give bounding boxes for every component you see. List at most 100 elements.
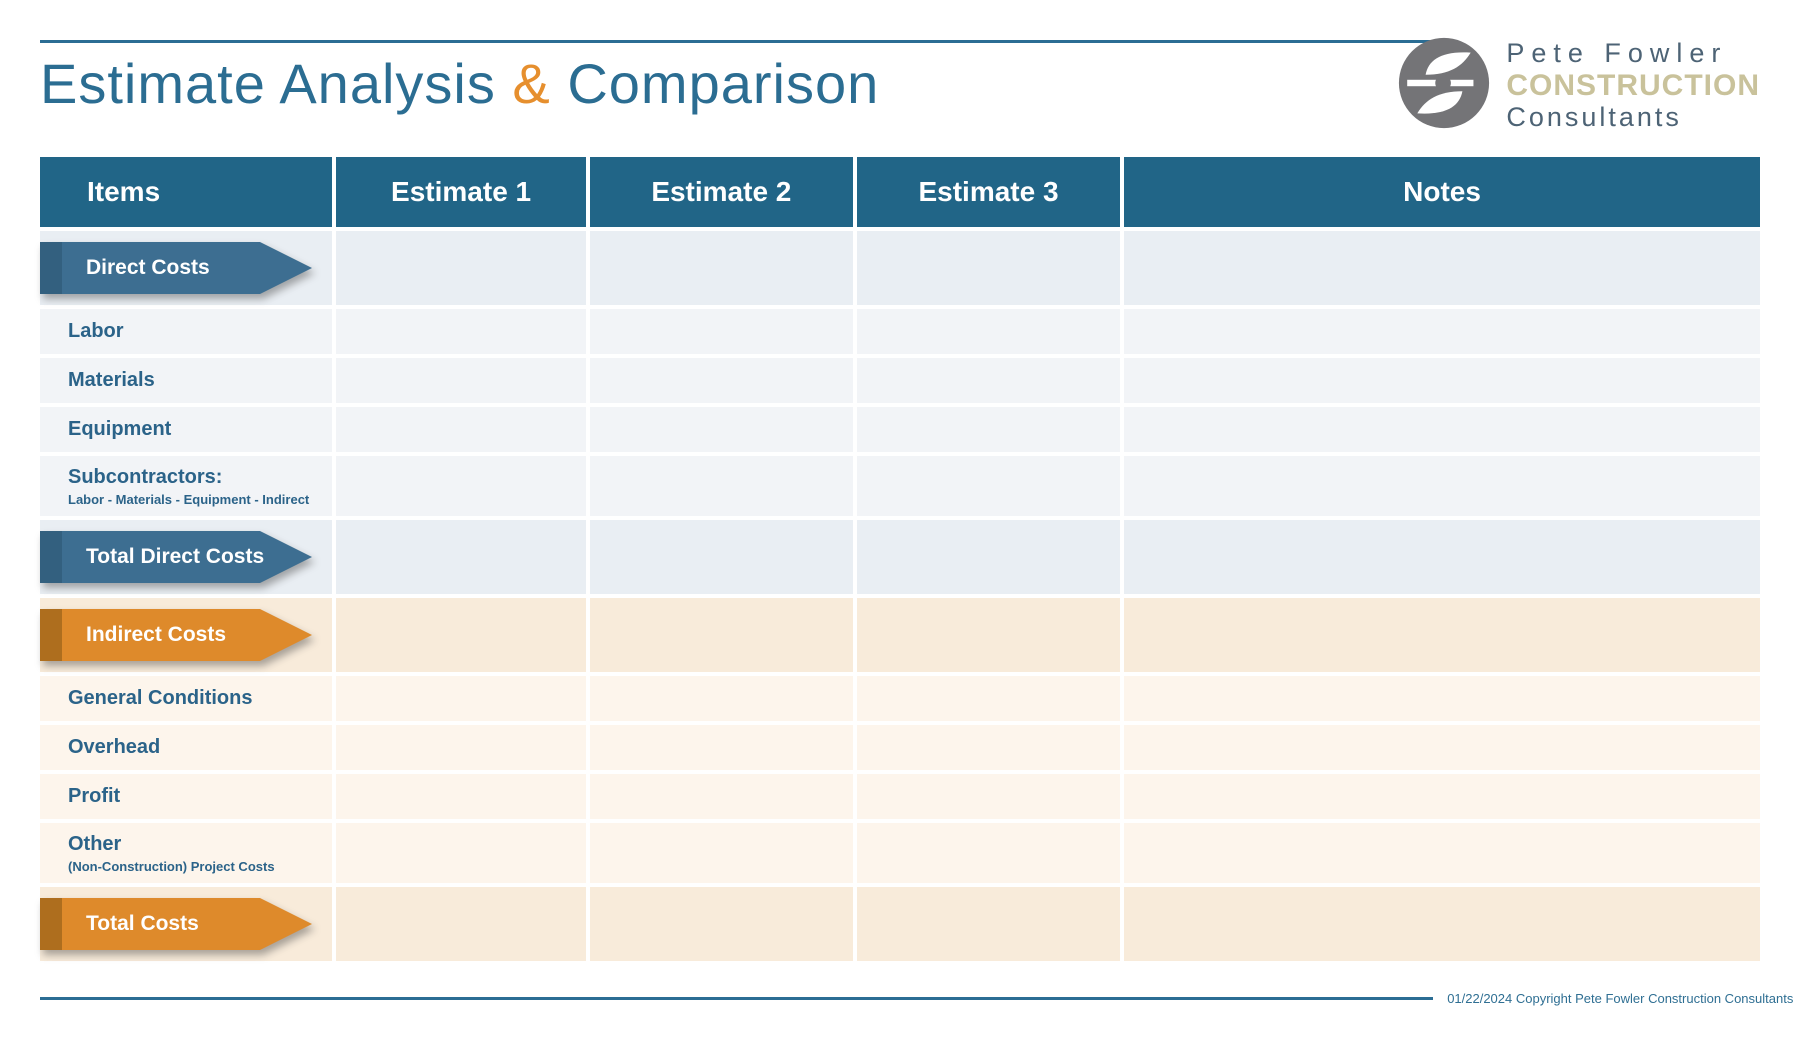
value-cell	[336, 309, 586, 354]
section-arrow-indirect-costs: Indirect Costs	[40, 609, 312, 661]
item-label-cell: Profit	[40, 774, 333, 819]
company-name-line3: Consultants	[1506, 102, 1682, 132]
item-label-cell: Subcontractors: Labor - Materials - Equip…	[40, 456, 333, 516]
row-indirect-costs: Indirect Costs	[40, 598, 1760, 672]
bottom-divider	[40, 997, 1434, 1000]
value-cell	[336, 823, 586, 883]
value-cell	[856, 358, 1121, 403]
value-cell	[1124, 358, 1760, 403]
section-label: Direct Costs	[86, 256, 210, 279]
value-cell	[336, 887, 586, 961]
row-total-direct-costs: Total Direct Costs	[40, 520, 1760, 594]
value-cell	[1124, 456, 1760, 516]
row-materials: Materials	[40, 358, 1760, 403]
value-cell	[589, 823, 853, 883]
value-cell	[589, 887, 853, 961]
item-label: Profit	[68, 785, 121, 807]
item-label-cell: General Conditions	[40, 676, 333, 721]
row-equipment: Equipment	[40, 407, 1760, 452]
arrow-shape: Indirect Costs	[40, 609, 312, 661]
item-label: General Conditions	[68, 687, 253, 709]
item-label: Equipment	[68, 418, 172, 440]
value-cell	[589, 407, 853, 452]
value-cell	[336, 456, 586, 516]
value-cell	[856, 676, 1121, 721]
row-subcontractors: Subcontractors: Labor - Materials - Equip…	[40, 456, 1760, 516]
section-cell: Total Costs	[40, 887, 333, 961]
value-cell	[336, 598, 586, 672]
row-other: Other (Non-Construction) Project Costs	[40, 823, 1760, 883]
item-label-cell: Overhead	[40, 725, 333, 770]
page-header: Estimate Analysis & Comparison Pete Fowl…	[40, 37, 1760, 143]
company-name: Pete Fowler CONSTRUCTION Consultants	[1506, 38, 1760, 133]
page-footer: 01/22/2024 Copyright Pete Fowler Constru…	[40, 991, 1793, 1006]
item-label-cell: Equipment	[40, 407, 333, 452]
company-name-line1: Pete Fowler	[1506, 37, 1728, 68]
value-cell	[856, 823, 1121, 883]
table-header-row: Items Estimate 1 Estimate 2 Estimate 3 Notes	[40, 157, 1760, 227]
value-cell	[1124, 309, 1760, 354]
value-cell	[1124, 520, 1760, 594]
value-cell	[589, 520, 853, 594]
page-title: Estimate Analysis & Comparison	[40, 53, 879, 115]
item-sublabel: (Non-Construction) Project Costs	[68, 858, 275, 874]
value-cell	[336, 407, 586, 452]
value-cell	[856, 520, 1121, 594]
table-body: Direct Costs Labor Materials Equipment Subco…	[40, 231, 1760, 961]
row-total-costs: Total Costs	[40, 887, 1760, 961]
item-label-cell: Other (Non-Construction) Project Costs	[40, 823, 333, 883]
value-cell	[1124, 407, 1760, 452]
value-cell	[589, 725, 853, 770]
value-cell	[1124, 725, 1760, 770]
value-cell	[589, 231, 853, 305]
value-cell	[856, 725, 1121, 770]
value-cell	[589, 358, 853, 403]
value-cell	[856, 407, 1121, 452]
copyright-text: 01/22/2024 Copyright Pete Fowler Constru…	[1447, 991, 1794, 1006]
column-header-estimate-3: Estimate 3	[856, 157, 1121, 227]
section-arrow-total-costs: Total Costs	[40, 898, 312, 950]
value-cell	[856, 598, 1121, 672]
item-label: Other	[68, 832, 122, 855]
section-cell: Indirect Costs	[40, 598, 333, 672]
arrow-shape: Total Direct Costs	[40, 531, 312, 583]
value-cell	[1124, 676, 1760, 721]
section-arrow-total-direct-costs: Total Direct Costs	[40, 531, 312, 583]
value-cell	[856, 231, 1121, 305]
title-part1: Estimate Analysis	[40, 52, 496, 115]
item-label: Subcontractors:	[68, 465, 223, 488]
arrow-shape: Direct Costs	[40, 242, 312, 294]
section-arrow-direct-costs: Direct Costs	[40, 242, 312, 294]
title-ampersand: &	[512, 52, 551, 115]
item-label: Labor	[68, 320, 124, 342]
value-cell	[856, 887, 1121, 961]
value-cell	[856, 309, 1121, 354]
value-cell	[1124, 598, 1760, 672]
value-cell	[336, 774, 586, 819]
item-sublabel: Labor - Materials - Equipment - Indirect	[68, 491, 310, 507]
section-cell: Direct Costs	[40, 231, 333, 305]
row-profit: Profit	[40, 774, 1760, 819]
column-header-notes: Notes	[1124, 157, 1760, 227]
company-name-line2: CONSTRUCTION	[1506, 69, 1760, 102]
section-label: Total Direct Costs	[86, 545, 265, 568]
column-header-estimate-1: Estimate 1	[336, 157, 586, 227]
arrow-shape: Total Costs	[40, 898, 312, 950]
company-logo: Pete Fowler CONSTRUCTION Consultants	[1398, 37, 1760, 134]
value-cell	[336, 676, 586, 721]
value-cell	[1124, 231, 1760, 305]
value-cell	[589, 309, 853, 354]
column-header-items: Items	[40, 157, 333, 227]
row-labor: Labor	[40, 309, 1760, 354]
value-cell	[589, 598, 853, 672]
page: Estimate Analysis & Comparison Pete Fowl…	[0, 37, 1800, 1044]
row-overhead: Overhead	[40, 725, 1760, 770]
section-label: Indirect Costs	[86, 623, 227, 646]
value-cell	[1124, 823, 1760, 883]
section-cell: Total Direct Costs	[40, 520, 333, 594]
estimate-comparison-table: Items Estimate 1 Estimate 2 Estimate 3 Notes…	[40, 157, 1760, 961]
value-cell	[1124, 774, 1760, 819]
column-header-estimate-2: Estimate 2	[589, 157, 853, 227]
value-cell	[589, 676, 853, 721]
value-cell	[589, 456, 853, 516]
